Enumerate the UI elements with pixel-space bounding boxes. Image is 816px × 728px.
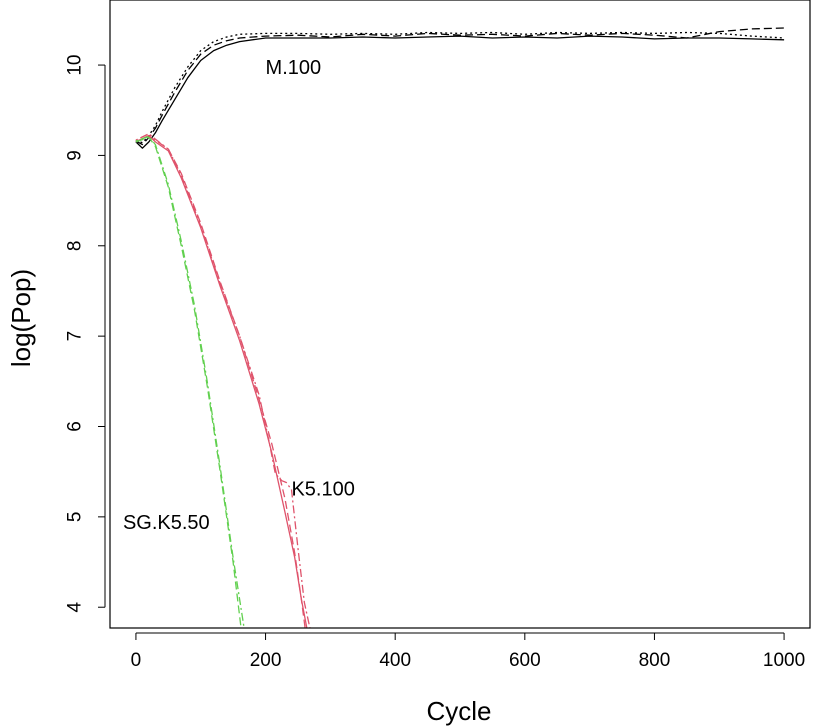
x-tick-label: 400 (379, 650, 411, 671)
y-tick-label: 6 (65, 421, 86, 432)
x-axis-title: Cycle (426, 696, 491, 726)
label-sg-k5-50: SG.K5.50 (123, 512, 210, 534)
series-line-k5-100-solid (135, 134, 308, 628)
x-tick-label: 800 (639, 650, 671, 671)
y-tick-label: 4 (65, 602, 86, 613)
label-m-100: M.100 (266, 57, 322, 79)
series-line-m-100-dashed (135, 27, 785, 146)
y-tick-label: 7 (65, 331, 86, 342)
series-line-m-100-solid (135, 35, 785, 149)
plot-frame (109, 0, 811, 629)
x-tick-label: 200 (250, 650, 282, 671)
y-tick-label: 10 (65, 54, 86, 75)
y-axis-title: log(Pop) (6, 269, 36, 367)
series-line-k5-100-dashed (135, 136, 306, 628)
y-tick-label: 8 (65, 240, 86, 251)
series-line-k5-100-dotdash (135, 133, 311, 628)
x-tick-label: 0 (131, 650, 142, 671)
y-axis: 4 5 6 7 8 9 10 (65, 54, 106, 613)
x-axis: 0 200 400 600 800 1000 (131, 632, 805, 671)
series-line-sg-k5-50-dashed (135, 136, 242, 628)
x-tick-label: 1000 (763, 650, 805, 671)
y-tick-label: 5 (65, 512, 86, 523)
series-line-sg-k5-50-dotdash (135, 135, 245, 628)
x-tick-label: 600 (509, 650, 541, 671)
annotation-layer: M.100 K5.100 SG.K5.50 (123, 57, 355, 534)
label-k5-100: K5.100 (291, 479, 354, 501)
y-tick-label: 9 (65, 150, 86, 161)
series-line-m-100-dotted (135, 31, 785, 144)
series-layer (135, 27, 785, 628)
